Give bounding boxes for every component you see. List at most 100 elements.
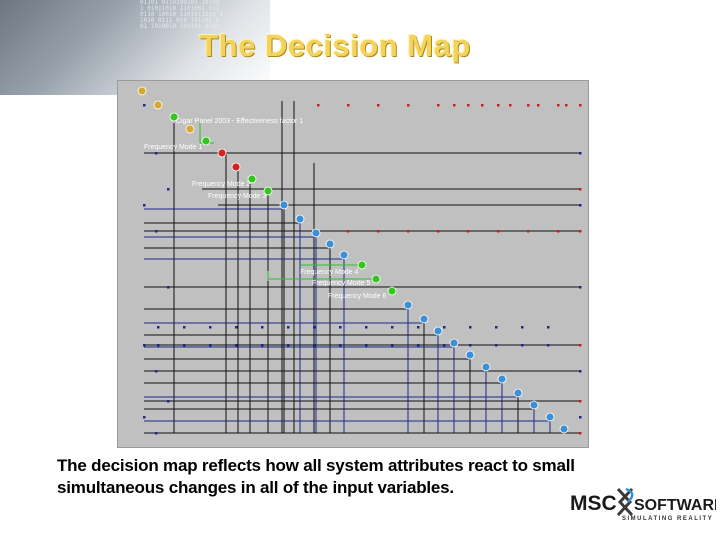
msc-logo-mark: MSC SOFTWARE [570, 487, 720, 517]
binary-pattern: 01101 0110100101 10100 1 01011010 110100… [140, 0, 224, 30]
map-label-frequency-mode-5: Frequency Mode 5 [312, 280, 370, 287]
map-dot [347, 104, 350, 107]
map-node [137, 86, 147, 96]
slide-title: The Decision Map [199, 28, 471, 63]
map-node [311, 228, 321, 238]
slide-caption: The decision map reflects how all system… [57, 456, 575, 497]
map-dot [453, 104, 456, 107]
map-dot [547, 326, 550, 329]
map-dot [155, 432, 158, 435]
map-dot [509, 104, 512, 107]
map-dot [365, 326, 368, 329]
map-dot [167, 188, 170, 191]
map-node [339, 250, 349, 260]
map-dot [391, 344, 394, 347]
map-dot [579, 344, 582, 347]
map-dot [579, 104, 582, 107]
map-dot [443, 344, 446, 347]
map-dot [557, 230, 560, 233]
map-dot [157, 326, 160, 329]
map-dot [261, 344, 264, 347]
map-label-frequency-mode-3: Frequency Mode 3 [208, 193, 266, 200]
map-dot [557, 104, 560, 107]
map-dot [467, 230, 470, 233]
map-node [419, 314, 429, 324]
map-dot [377, 104, 380, 107]
map-dot [521, 344, 524, 347]
map-dot [339, 326, 342, 329]
map-dot [579, 432, 582, 435]
map-dot [579, 370, 582, 373]
map-node [357, 260, 367, 270]
map-dot [339, 344, 342, 347]
map-dot [317, 104, 320, 107]
map-dot [377, 230, 380, 233]
map-dot [579, 152, 582, 155]
map-node [371, 274, 381, 284]
map-node [231, 162, 241, 172]
map-dot [527, 230, 530, 233]
map-dot [579, 204, 582, 207]
map-dot [481, 104, 484, 107]
map-node [325, 239, 335, 249]
map-node [217, 148, 227, 158]
map-dot [521, 326, 524, 329]
map-dot [579, 416, 582, 419]
map-dot [209, 344, 212, 347]
map-dot [497, 230, 500, 233]
map-dot [417, 326, 420, 329]
map-dot [143, 416, 146, 419]
map-dot [143, 104, 146, 107]
map-node [513, 388, 523, 398]
map-dot [579, 188, 582, 191]
map-node [403, 300, 413, 310]
map-dot [437, 230, 440, 233]
map-dot [157, 344, 160, 347]
map-dot [313, 326, 316, 329]
map-dot [407, 104, 410, 107]
map-node [295, 214, 305, 224]
map-dot [183, 326, 186, 329]
map-dot [261, 326, 264, 329]
map-dot [579, 230, 582, 233]
map-label-frequency-mode-1: Frequency Mode 1 [144, 144, 202, 151]
decision-map-canvas: Cigar Panel 2003 - Effectiveness factor … [137, 86, 582, 435]
map-dot [495, 344, 498, 347]
map-node [169, 112, 179, 122]
map-dot [469, 326, 472, 329]
map-dot [155, 370, 158, 373]
map-node [465, 350, 475, 360]
map-label-frequency-mode-2: Frequency Mode 2 [192, 181, 250, 188]
map-dot [167, 400, 170, 403]
map-node [279, 200, 289, 210]
map-dot [565, 104, 568, 107]
map-dot [391, 326, 394, 329]
map-dot [579, 400, 582, 403]
map-dot [467, 104, 470, 107]
map-dot [347, 230, 350, 233]
map-dot [235, 326, 238, 329]
map-dot [287, 326, 290, 329]
map-dot [183, 344, 186, 347]
map-dot [417, 344, 420, 347]
map-node [529, 400, 539, 410]
map-dot [527, 104, 530, 107]
map-dot [287, 344, 290, 347]
map-dot [167, 286, 170, 289]
map-dot [365, 344, 368, 347]
map-dot [155, 152, 158, 155]
map-dot [143, 344, 146, 347]
map-node [247, 174, 257, 184]
map-label-frequency-mode-6: Frequency Mode 6 [328, 293, 386, 300]
map-dot [235, 344, 238, 347]
map-node [433, 326, 443, 336]
map-node [545, 412, 555, 422]
map-label-cigar-panel: Cigar Panel 2003 - Effectiveness factor … [176, 118, 303, 125]
map-node [201, 136, 211, 146]
map-node [481, 362, 491, 372]
map-node [263, 186, 273, 196]
map-dot [579, 286, 582, 289]
map-label-frequency-mode-4: Frequency Mode 4 [300, 269, 358, 276]
map-dot [437, 104, 440, 107]
map-dot [443, 326, 446, 329]
